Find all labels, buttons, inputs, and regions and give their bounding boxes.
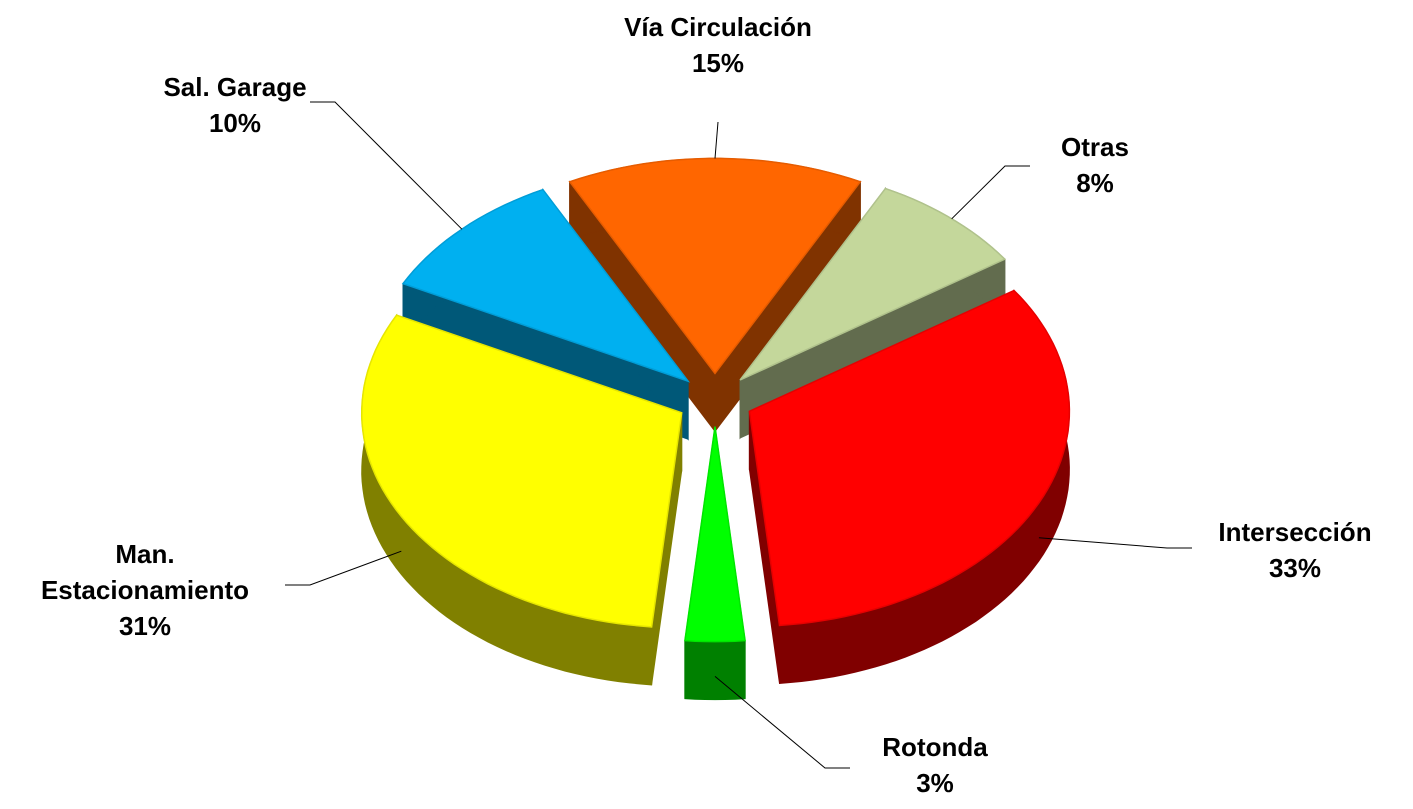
label-category: Otras — [1061, 132, 1129, 162]
slice — [360, 314, 683, 628]
data-label: Sal. Garage 10% — [110, 69, 360, 141]
label-category: Vía Circulación — [624, 12, 812, 42]
label-category: Intersección — [1218, 517, 1372, 547]
slice — [748, 289, 1071, 627]
data-label: Rotonda 3% — [810, 729, 1060, 801]
data-label: Vía Circulación 15% — [593, 9, 843, 81]
label-category: Rotonda — [882, 732, 988, 762]
label-value: 8% — [1076, 168, 1114, 198]
data-label: Intersección 33% — [1170, 514, 1413, 586]
data-label: Man. Estacionamiento 31% — [20, 536, 270, 644]
leader-line — [714, 121, 719, 159]
data-label: Otras 8% — [970, 129, 1220, 201]
label-value: 33% — [1268, 553, 1322, 583]
leader-line — [951, 165, 1030, 220]
leader-line — [714, 676, 850, 769]
label-value: 31% — [118, 611, 172, 641]
label-value: 10% — [208, 108, 262, 138]
leader-line — [1038, 537, 1192, 549]
leader-line — [285, 550, 402, 586]
label-value: 3% — [916, 768, 954, 798]
label-value: 15% — [691, 48, 745, 78]
leader-line — [310, 101, 463, 230]
label-category: Sal. Garage — [163, 72, 307, 102]
slice — [684, 426, 746, 643]
label-category: Man. Estacionamiento — [40, 539, 250, 605]
slice-wall — [684, 640, 746, 701]
